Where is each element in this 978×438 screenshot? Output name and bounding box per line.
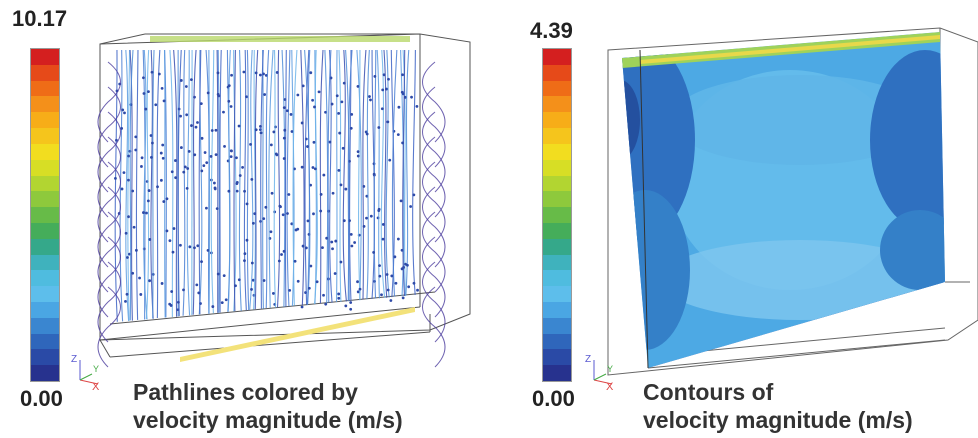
color-scale-step: [31, 222, 59, 239]
color-scale-step: [543, 349, 571, 366]
color-scale-step: [543, 64, 571, 81]
axis-z-label: Z: [71, 354, 77, 365]
scale-max-label: 4.39: [530, 18, 573, 43]
color-scale-step: [543, 286, 571, 302]
caption-line-1: Contours of: [643, 379, 774, 405]
color-scale-bar: [542, 48, 572, 382]
caption-line-1: Pathlines colored by: [133, 379, 358, 405]
color-scale-step: [543, 254, 571, 271]
color-scale-step: [31, 112, 59, 129]
color-scale-step: [543, 191, 571, 208]
color-scale-step: [543, 112, 571, 129]
scale-min-label: 0.00: [532, 386, 575, 411]
color-scale-step: [543, 143, 571, 160]
axis-x-label: X: [92, 381, 100, 390]
color-scale-step: [31, 191, 59, 208]
caption-line-2: velocity magnitude (m/s): [133, 407, 403, 433]
color-scale-step: [543, 96, 571, 113]
color-scale-step: [31, 175, 59, 192]
color-scale-step: [543, 333, 571, 350]
scale-min-label: 0.00: [20, 386, 63, 411]
axis-x-label: X: [606, 381, 614, 390]
pathlines-panel: 10.17 0.00 Z Y X Pathlines colored by v: [12, 6, 471, 434]
color-scale-step: [543, 302, 571, 318]
color-scale-step: [31, 96, 59, 113]
axis-y-label: Y: [93, 364, 99, 374]
color-scale-step: [543, 365, 571, 382]
color-scale-step: [31, 128, 59, 144]
color-scale-step: [31, 270, 59, 287]
color-scale-step: [543, 207, 571, 223]
color-scale-step: [31, 159, 59, 176]
color-scale-step: [31, 49, 59, 65]
contours-panel: 4.39 0.00: [490, 0, 978, 438]
pathlines-caption: Pathlines colored by velocity magnitude …: [133, 378, 403, 434]
contours-caption: Contours of velocity magnitude (m/s): [643, 378, 913, 434]
pathlines-visualization: [97, 33, 471, 368]
color-scale-step: [543, 222, 571, 239]
color-scale-step: [31, 207, 59, 223]
color-scale-step: [31, 349, 59, 366]
color-scale-step: [543, 317, 571, 334]
color-scale-step: [31, 317, 59, 334]
color-scale-step: [31, 254, 59, 271]
color-scale-step: [31, 143, 59, 160]
axis-triad: Z Y X: [71, 354, 100, 390]
axis-z-label: Z: [585, 354, 591, 365]
color-scale-bar: [30, 48, 60, 382]
color-scale-step: [543, 238, 571, 255]
color-scale-step: [543, 49, 571, 65]
color-scale-step: [31, 80, 59, 97]
color-scale-step: [31, 333, 59, 350]
color-scale-step: [31, 302, 59, 318]
color-scale-step: [543, 175, 571, 192]
contours-visualization: [607, 27, 978, 376]
scale-max-label: 10.17: [12, 6, 68, 31]
caption-line-2: velocity magnitude (m/s): [643, 407, 913, 433]
axis-y-label: Y: [607, 364, 613, 374]
color-scale-step: [543, 270, 571, 287]
color-scale-step: [31, 286, 59, 302]
color-scale-step: [543, 80, 571, 97]
axis-triad: Z Y X: [585, 354, 614, 390]
color-scale-step: [31, 365, 59, 382]
color-scale-step: [543, 159, 571, 176]
color-scale-step: [31, 238, 59, 255]
color-scale-step: [543, 128, 571, 144]
color-scale-step: [31, 64, 59, 81]
